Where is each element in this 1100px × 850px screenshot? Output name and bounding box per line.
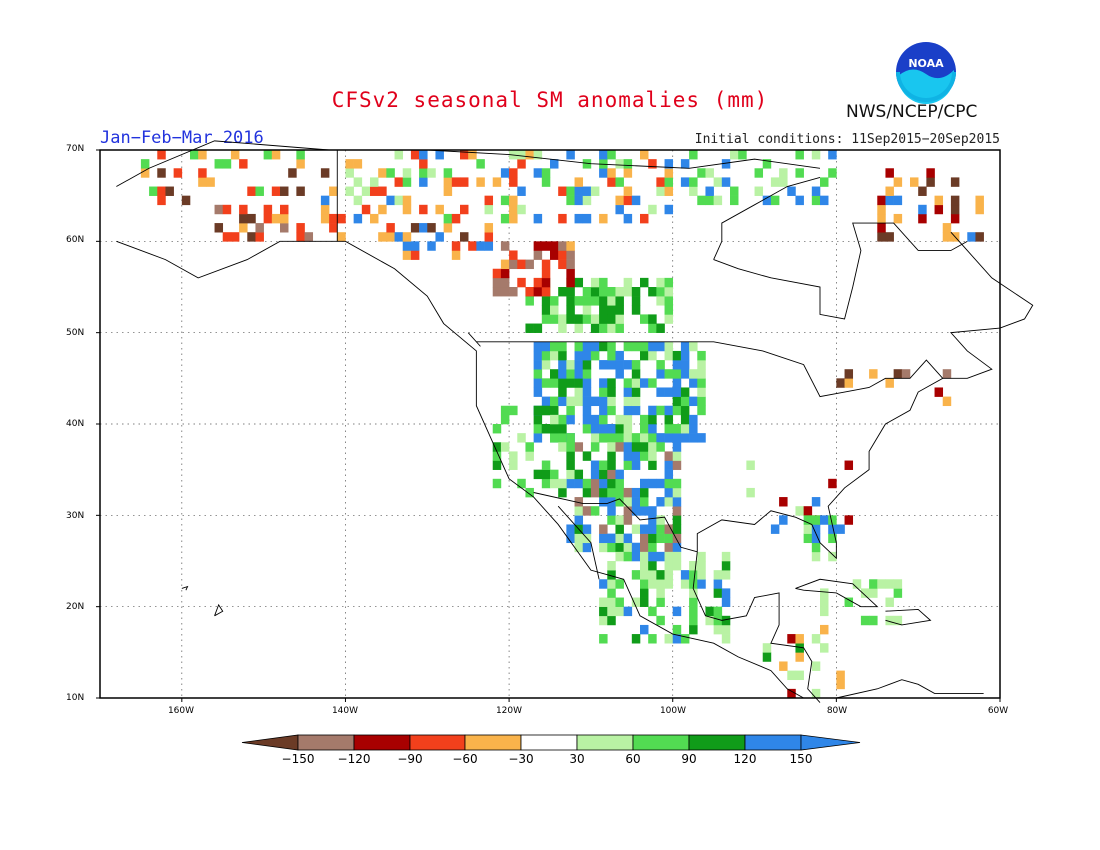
coastlines [116, 140, 1034, 703]
colorbar-label: −120 [337, 752, 371, 766]
colorbar [241, 734, 861, 751]
lon-label: 80W [826, 706, 848, 716]
lon-label: 160W [167, 706, 195, 716]
axis-ticks [96, 149, 1001, 702]
colorbar-label: −60 [452, 752, 478, 766]
map-title: CFSv2 seasonal SM anomalies (mm) [331, 88, 769, 112]
colorbar-label: −150 [281, 752, 315, 766]
agency-label: NWS/NCEP/CPC [846, 102, 978, 122]
lat-label: 30N [66, 511, 85, 521]
lon-label: 100W [659, 706, 687, 716]
lon-label: 120W [495, 706, 523, 716]
colorbar-label: −90 [397, 752, 423, 766]
colorbar-label: 60 [625, 752, 641, 766]
colorbar-label: 120 [733, 752, 757, 766]
lon-label: 140W [331, 706, 359, 716]
lat-label: 10N [66, 693, 85, 703]
lat-label: 70N [66, 144, 85, 154]
colorbar-label: −30 [508, 752, 534, 766]
lat-label: 20N [66, 602, 85, 612]
anomaly-cells [140, 150, 984, 699]
lat-label: 40N [66, 419, 85, 429]
noaa-logo-icon: NOAA [896, 42, 956, 104]
noaa-logo-text: NOAA [908, 57, 944, 70]
colorbar-label: 150 [789, 752, 813, 766]
initial-conditions: Initial conditions: 11Sep2015−20Sep2015 [694, 132, 1000, 147]
forecast-period: Jan−Feb−Mar 2016 [100, 128, 264, 148]
lon-label: 60W [987, 706, 1009, 716]
lat-label: 60N [66, 235, 85, 245]
colorbar-label: 90 [681, 752, 697, 766]
lat-label: 50N [66, 328, 85, 338]
colorbar-label: 30 [569, 752, 585, 766]
